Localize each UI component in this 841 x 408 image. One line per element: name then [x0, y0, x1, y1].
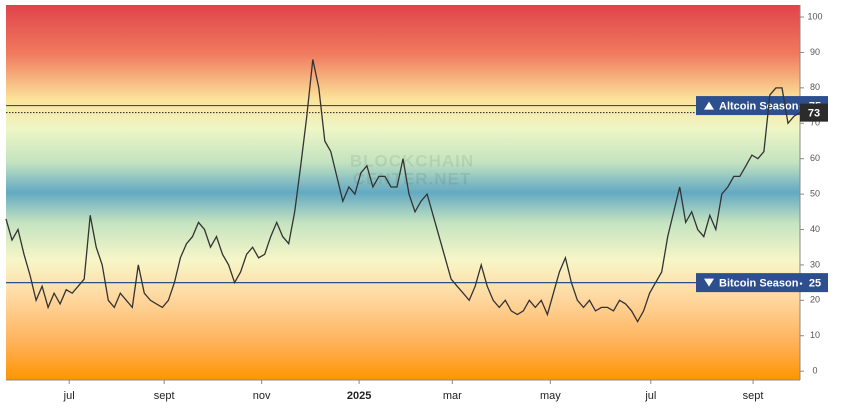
y-tick-label: 40 — [810, 224, 820, 234]
y-tick-label: 30 — [810, 259, 820, 269]
arrow-icon — [704, 278, 714, 287]
y-tick-label: 0 — [812, 366, 817, 376]
y-tick-label: 20 — [810, 295, 820, 305]
x-tick-label: jul — [644, 390, 656, 402]
current-label-box — [800, 103, 828, 122]
watermark: CENTER.NET — [353, 169, 472, 188]
reference-label-box — [696, 96, 828, 116]
y-tick-label: 50 — [810, 188, 820, 198]
x-tick-label: mar — [443, 390, 462, 402]
x-tick-label: sept — [154, 390, 175, 402]
current-label: 73 — [808, 108, 820, 120]
y-tick-label: 60 — [810, 153, 820, 163]
x-tick-label: nov — [253, 390, 271, 402]
reference-label-box — [696, 273, 828, 293]
watermark: BLOCKCHAIN — [350, 151, 474, 170]
x-tick-label: sept — [743, 390, 764, 402]
y-tick-label: 100 — [807, 11, 822, 21]
x-tick-label: jul — [63, 390, 75, 402]
y-tick-label: 10 — [810, 330, 820, 340]
reference-label: Altcoin Season — [719, 100, 799, 112]
y-tick-label: 90 — [810, 47, 820, 57]
plot-background — [6, 5, 800, 380]
x-tick-label: may — [540, 390, 561, 402]
reference-label: Bitcoin Season — [719, 278, 799, 290]
separator-dot — [799, 282, 803, 285]
x-tick-label: 2025 — [347, 390, 371, 402]
y-tick-label: 70 — [810, 118, 820, 128]
y-tick-label: 80 — [810, 82, 820, 92]
arrow-icon — [704, 101, 714, 110]
index-line — [5, 59, 801, 323]
reference-value: 25 — [809, 278, 821, 290]
